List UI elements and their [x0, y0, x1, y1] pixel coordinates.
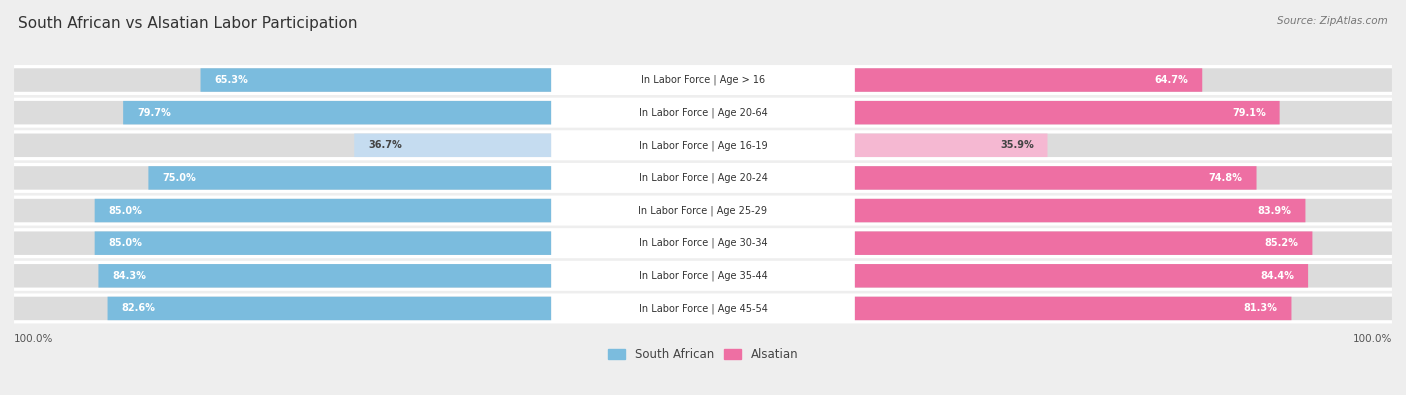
FancyBboxPatch shape: [855, 166, 1392, 190]
Text: 74.8%: 74.8%: [1209, 173, 1243, 183]
Text: In Labor Force | Age 20-24: In Labor Force | Age 20-24: [638, 173, 768, 183]
FancyBboxPatch shape: [855, 68, 1202, 92]
Text: 83.9%: 83.9%: [1258, 205, 1292, 216]
FancyBboxPatch shape: [14, 68, 551, 92]
FancyBboxPatch shape: [14, 134, 551, 157]
FancyBboxPatch shape: [14, 163, 1392, 193]
FancyBboxPatch shape: [354, 134, 551, 157]
FancyBboxPatch shape: [855, 199, 1305, 222]
FancyBboxPatch shape: [855, 101, 1279, 124]
FancyBboxPatch shape: [855, 166, 1257, 190]
FancyBboxPatch shape: [14, 264, 551, 288]
Text: 100.0%: 100.0%: [1353, 335, 1392, 344]
Text: 100.0%: 100.0%: [14, 335, 53, 344]
Text: 84.3%: 84.3%: [112, 271, 146, 281]
Text: 79.1%: 79.1%: [1232, 108, 1265, 118]
FancyBboxPatch shape: [14, 196, 1392, 226]
Text: 79.7%: 79.7%: [136, 108, 170, 118]
FancyBboxPatch shape: [14, 261, 1392, 291]
FancyBboxPatch shape: [124, 101, 551, 124]
Text: 35.9%: 35.9%: [1000, 140, 1033, 150]
Text: In Labor Force | Age > 16: In Labor Force | Age > 16: [641, 75, 765, 85]
FancyBboxPatch shape: [855, 231, 1312, 255]
Text: In Labor Force | Age 35-44: In Labor Force | Age 35-44: [638, 271, 768, 281]
FancyBboxPatch shape: [551, 263, 855, 288]
Text: 82.6%: 82.6%: [121, 303, 155, 314]
FancyBboxPatch shape: [551, 133, 855, 158]
Text: 85.2%: 85.2%: [1265, 238, 1299, 248]
FancyBboxPatch shape: [201, 68, 551, 92]
Text: 64.7%: 64.7%: [1154, 75, 1188, 85]
Text: In Labor Force | Age 25-29: In Labor Force | Age 25-29: [638, 205, 768, 216]
FancyBboxPatch shape: [855, 199, 1392, 222]
Legend: South African, Alsatian: South African, Alsatian: [603, 343, 803, 366]
FancyBboxPatch shape: [855, 264, 1392, 288]
FancyBboxPatch shape: [855, 297, 1392, 320]
Text: 81.3%: 81.3%: [1244, 303, 1278, 314]
FancyBboxPatch shape: [551, 166, 855, 190]
FancyBboxPatch shape: [14, 101, 551, 124]
FancyBboxPatch shape: [551, 198, 855, 223]
FancyBboxPatch shape: [149, 166, 551, 190]
FancyBboxPatch shape: [855, 231, 1392, 255]
FancyBboxPatch shape: [855, 264, 1308, 288]
FancyBboxPatch shape: [855, 134, 1047, 157]
FancyBboxPatch shape: [14, 231, 551, 255]
FancyBboxPatch shape: [14, 228, 1392, 258]
Text: 36.7%: 36.7%: [368, 140, 402, 150]
FancyBboxPatch shape: [855, 101, 1392, 124]
FancyBboxPatch shape: [551, 100, 855, 125]
FancyBboxPatch shape: [14, 98, 1392, 128]
Text: In Labor Force | Age 30-34: In Labor Force | Age 30-34: [638, 238, 768, 248]
FancyBboxPatch shape: [855, 68, 1392, 92]
FancyBboxPatch shape: [14, 130, 1392, 160]
FancyBboxPatch shape: [98, 264, 551, 288]
Text: 85.0%: 85.0%: [108, 205, 142, 216]
FancyBboxPatch shape: [14, 293, 1392, 324]
FancyBboxPatch shape: [551, 296, 855, 321]
FancyBboxPatch shape: [855, 134, 1392, 157]
FancyBboxPatch shape: [14, 65, 1392, 95]
FancyBboxPatch shape: [855, 297, 1292, 320]
Text: 85.0%: 85.0%: [108, 238, 142, 248]
Text: 65.3%: 65.3%: [214, 75, 247, 85]
Text: Source: ZipAtlas.com: Source: ZipAtlas.com: [1277, 16, 1388, 26]
FancyBboxPatch shape: [551, 231, 855, 256]
Text: South African vs Alsatian Labor Participation: South African vs Alsatian Labor Particip…: [18, 16, 357, 31]
Text: 84.4%: 84.4%: [1260, 271, 1295, 281]
FancyBboxPatch shape: [108, 297, 551, 320]
Text: In Labor Force | Age 45-54: In Labor Force | Age 45-54: [638, 303, 768, 314]
Text: 75.0%: 75.0%: [162, 173, 195, 183]
FancyBboxPatch shape: [551, 68, 855, 92]
Text: In Labor Force | Age 16-19: In Labor Force | Age 16-19: [638, 140, 768, 150]
FancyBboxPatch shape: [14, 297, 551, 320]
FancyBboxPatch shape: [14, 166, 551, 190]
Text: In Labor Force | Age 20-64: In Labor Force | Age 20-64: [638, 107, 768, 118]
FancyBboxPatch shape: [94, 199, 551, 222]
FancyBboxPatch shape: [94, 231, 551, 255]
FancyBboxPatch shape: [14, 199, 551, 222]
